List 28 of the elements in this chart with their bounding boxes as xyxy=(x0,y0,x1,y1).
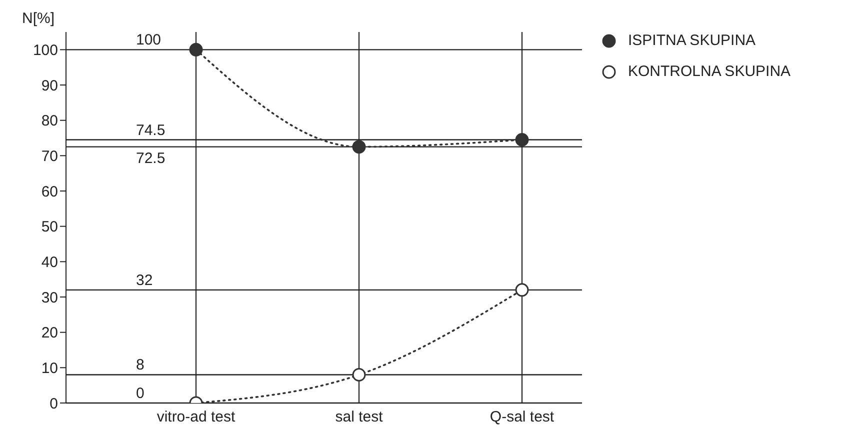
y-tick-label: 80 xyxy=(41,112,58,130)
y-tick-label: 0 xyxy=(50,395,58,412)
ref-line-label: 8 xyxy=(136,356,144,374)
y-tick-label: 20 xyxy=(41,324,58,342)
y-tick-label: 10 xyxy=(41,360,58,377)
y-tick-label: 30 xyxy=(41,289,58,306)
ref-line-label: 74.5 xyxy=(136,122,166,139)
point xyxy=(515,283,529,297)
x-tick-label: Q-sal test xyxy=(490,408,555,426)
y-tick-label: 50 xyxy=(41,218,58,236)
legend-label: ISPITNA SKUPINA xyxy=(628,32,756,49)
y-tick-label: 100 xyxy=(32,42,58,59)
ref-line-label: 72.5 xyxy=(136,150,166,167)
y-tick-label: 40 xyxy=(41,254,58,271)
y-tick-label: 70 xyxy=(41,148,58,165)
point xyxy=(515,133,529,147)
point xyxy=(352,368,366,382)
legend-label: KONTROLNA SKUPINA xyxy=(628,63,791,80)
x-tick-label: vitro-ad test xyxy=(156,408,236,426)
point xyxy=(352,140,366,154)
x-tick-label: sal test xyxy=(335,408,384,426)
y-tick-label: 60 xyxy=(41,183,58,200)
ref-line-label: 0 xyxy=(136,385,144,402)
ref-line-label: 32 xyxy=(136,272,153,289)
y-axis-title: N[%] xyxy=(22,10,55,27)
y-tick-label: 90 xyxy=(41,77,58,94)
ref-line-label: 100 xyxy=(136,32,162,49)
point xyxy=(189,42,203,56)
